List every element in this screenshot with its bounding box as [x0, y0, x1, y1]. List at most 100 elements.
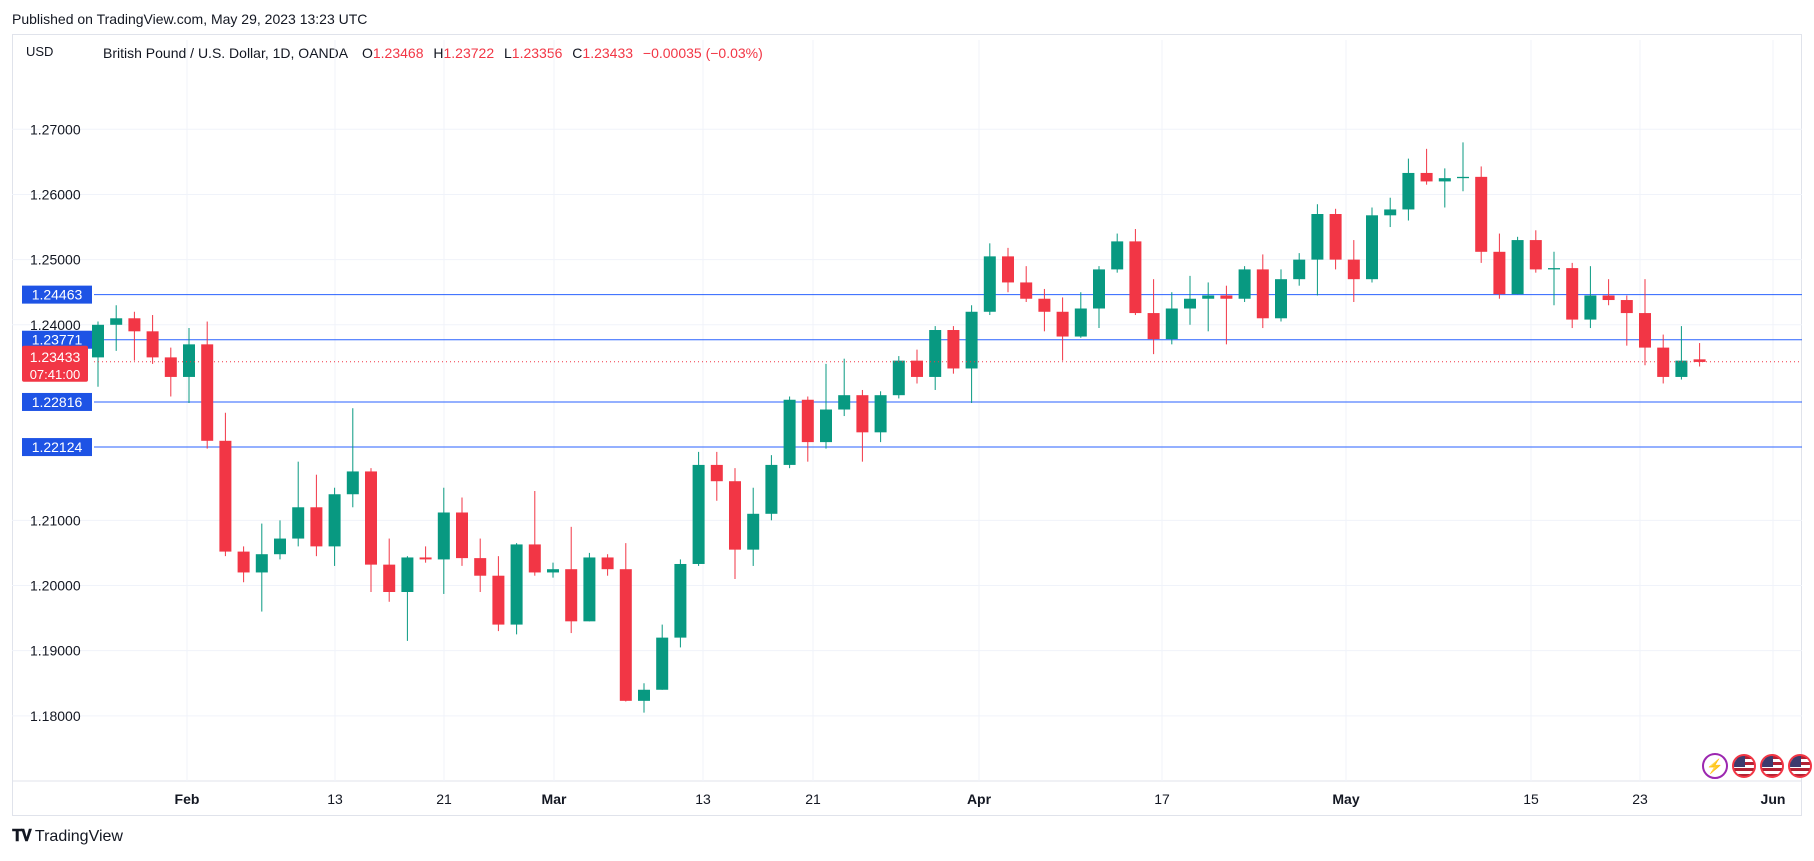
- candle-body: [1457, 176, 1469, 179]
- bullish-candle: [1111, 233, 1124, 273]
- candle-body: [1256, 269, 1269, 319]
- low-key: L: [504, 45, 512, 61]
- candle-body: [929, 330, 942, 377]
- bullish-candle: [1293, 253, 1306, 286]
- x-tick-label: 13: [327, 791, 343, 807]
- bearish-candle: [601, 554, 614, 576]
- candle-body: [328, 494, 341, 547]
- bullish-candle: [838, 358, 851, 417]
- bullish-candle: [638, 683, 650, 713]
- bearish-candle: [1220, 285, 1233, 345]
- bullish-candle: [1275, 269, 1287, 322]
- bullish-candle: [510, 543, 523, 635]
- published-note: Published on TradingView.com, May 29, 20…: [12, 11, 368, 27]
- x-tick-label: Mar: [542, 791, 567, 807]
- candle-body: [692, 464, 705, 564]
- us-flag-icon[interactable]: [1788, 754, 1812, 778]
- candle-body: [1602, 295, 1615, 301]
- candle-body: [1584, 295, 1597, 320]
- bullish-candle: [929, 326, 942, 390]
- candle-body: [1202, 295, 1215, 299]
- candle-body: [1529, 240, 1542, 270]
- candle-body: [674, 563, 687, 638]
- candle-body: [419, 557, 432, 560]
- bullish-candle: [1438, 168, 1451, 208]
- level-price-tag-bg: [22, 285, 92, 304]
- bearish-candle: [911, 349, 923, 384]
- candle-body: [820, 409, 832, 443]
- bearish-candle: [1602, 279, 1615, 306]
- y-tick-label: 1.26000: [30, 186, 81, 202]
- candle-body: [1020, 282, 1033, 299]
- bearish-candle: [565, 526, 578, 634]
- bullish-candle: [1548, 251, 1560, 306]
- bearish-candle: [164, 347, 177, 397]
- bullish-candle: [401, 556, 414, 641]
- bullish-candle: [274, 520, 286, 560]
- bullish-candle: [92, 321, 104, 387]
- x-tick-label: 13: [695, 791, 711, 807]
- bearish-candle: [1347, 240, 1360, 302]
- ohlc-legend: British Pound / U.S. Dollar, 1D, OANDA O…: [103, 45, 763, 61]
- us-flag-icon[interactable]: [1732, 754, 1756, 778]
- us-flag-icon[interactable]: [1760, 754, 1784, 778]
- bearish-candle: [1493, 233, 1506, 299]
- candle-body: [346, 471, 359, 495]
- bearish-candle: [710, 451, 723, 501]
- y-tick-label: 1.21000: [30, 512, 81, 528]
- symbol-title[interactable]: British Pound / U.S. Dollar, 1D, OANDA: [103, 45, 349, 61]
- candle-body: [528, 544, 541, 573]
- candle-body: [1184, 298, 1196, 309]
- candle-body: [1147, 313, 1160, 340]
- bearish-candle: [237, 546, 250, 583]
- candle-body: [1165, 308, 1178, 340]
- candle-body: [510, 544, 523, 625]
- candle-body: [1620, 300, 1633, 314]
- close-key: C: [572, 45, 583, 61]
- x-tick-label: 15: [1523, 791, 1539, 807]
- x-tick-label: 21: [805, 791, 821, 807]
- candle-body: [947, 330, 960, 369]
- candle-body: [183, 344, 195, 377]
- candle-body: [1675, 360, 1688, 377]
- bullish-candle: [965, 305, 978, 404]
- x-tick-label: Jun: [1761, 791, 1786, 807]
- bullish-candle: [892, 356, 905, 399]
- candle-body: [1657, 347, 1670, 377]
- candle-body: [801, 399, 814, 443]
- candle-body: [856, 395, 869, 433]
- candle-body: [274, 538, 286, 555]
- lightning-icon[interactable]: ⚡: [1702, 753, 1728, 779]
- bullish-candle: [437, 487, 450, 594]
- candle-body: [1347, 259, 1360, 280]
- current-price-tag-bg: [22, 345, 88, 382]
- bearish-candle: [1329, 208, 1342, 270]
- high-key: H: [433, 45, 444, 61]
- level-price-tag-text: 1.24463: [32, 287, 83, 303]
- bullish-candle: [1202, 282, 1215, 332]
- candle-body: [1002, 256, 1014, 283]
- candle-body: [1693, 359, 1706, 362]
- tradingview-logo[interactable]: 𝐓𝐕 TradingView: [12, 828, 123, 846]
- bearish-candle: [1529, 230, 1542, 273]
- level-price-tag-bg: [22, 438, 92, 457]
- bullish-candle: [1584, 266, 1597, 329]
- candle-body: [1639, 313, 1651, 348]
- bullish-candle: [983, 243, 996, 316]
- bullish-candle: [110, 305, 123, 351]
- level-price-tag-text: 1.22124: [32, 439, 83, 455]
- candle-body: [1384, 209, 1397, 216]
- candle-body: [1220, 295, 1233, 299]
- candle-body: [1056, 311, 1069, 337]
- candle-body: [729, 481, 741, 550]
- candle-body: [92, 324, 104, 358]
- candle-body: [1402, 172, 1415, 210]
- open-value: 1.23468: [372, 45, 424, 61]
- bullish-candle: [583, 552, 596, 622]
- bearish-candle: [219, 412, 232, 557]
- bullish-candle: [1074, 292, 1087, 338]
- candle-body: [892, 360, 905, 396]
- candle-body: [255, 554, 268, 573]
- bearish-candle: [801, 396, 814, 462]
